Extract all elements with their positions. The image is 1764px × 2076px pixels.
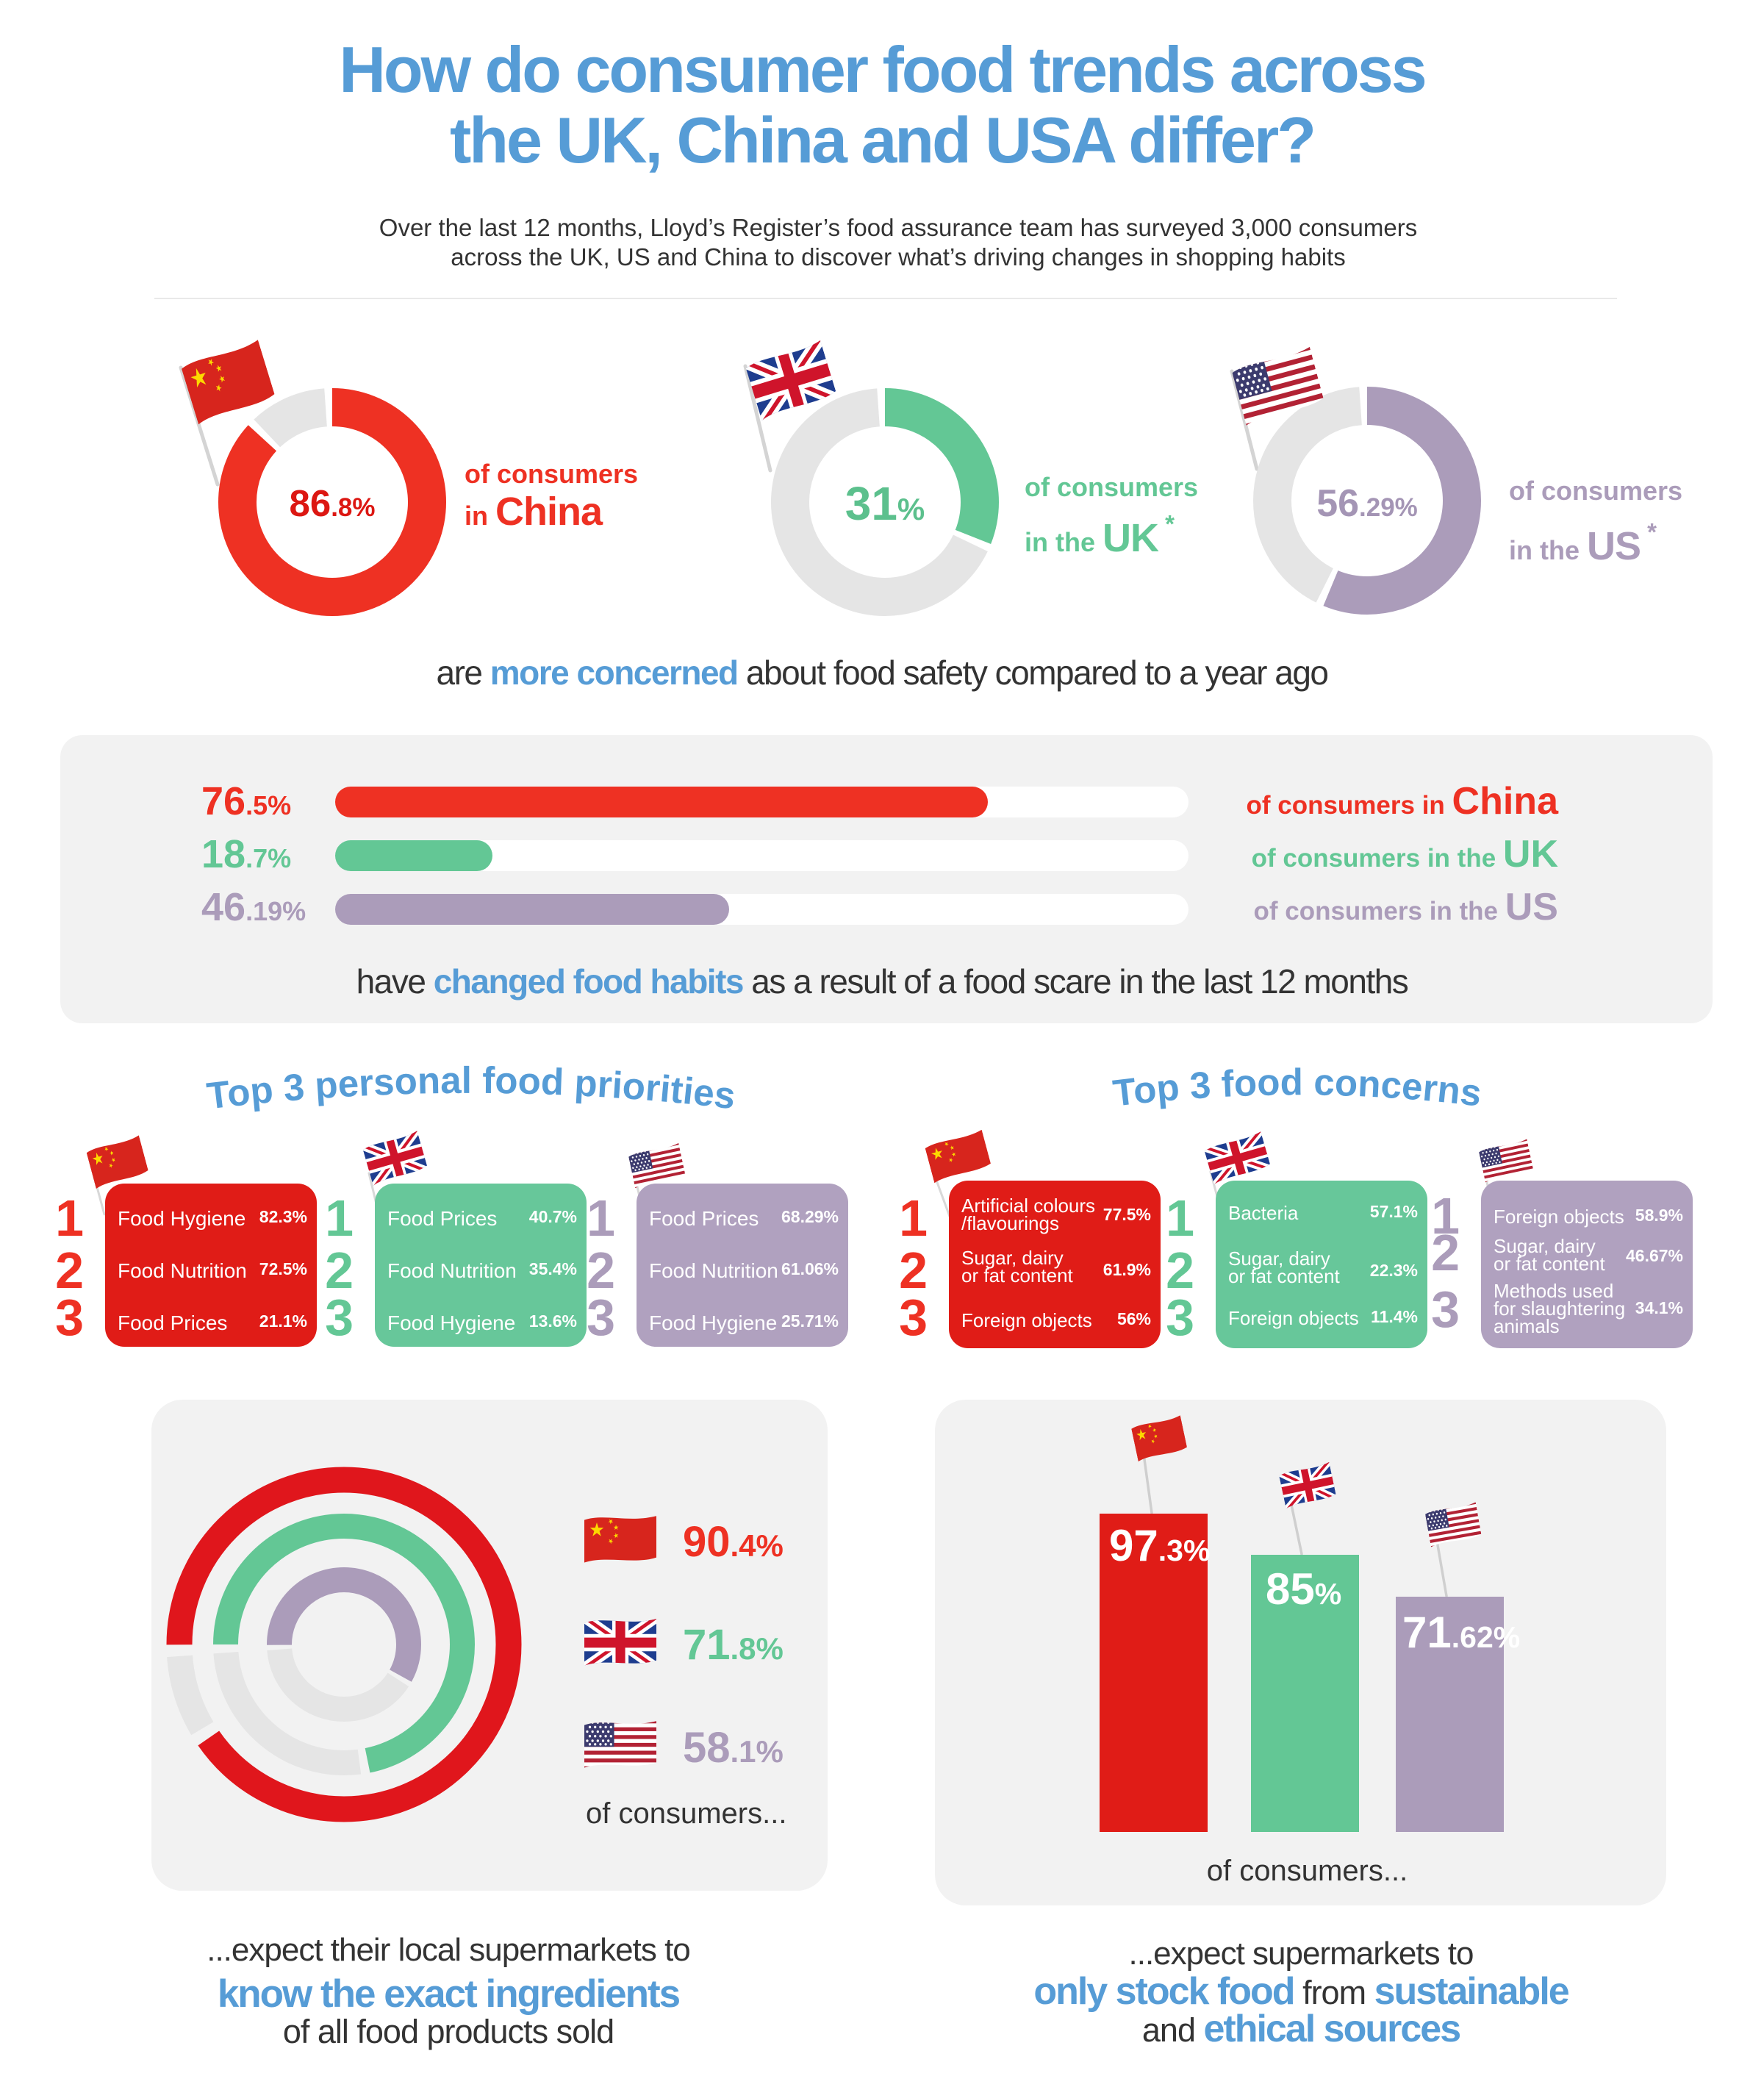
svg-text:Top 3 personal food priorities: Top 3 personal food priorities <box>204 1059 737 1117</box>
svg-text:Top 3 food concerns: Top 3 food concerns <box>1111 1061 1483 1114</box>
